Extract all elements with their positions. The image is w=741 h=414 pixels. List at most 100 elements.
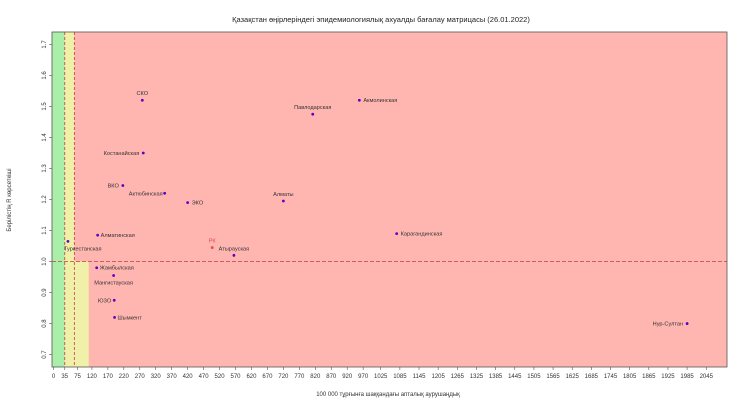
data-point [96, 233, 100, 237]
x-tick-label: 1445 [508, 374, 522, 380]
point-label: Жамбылская [100, 266, 134, 272]
point-label: Алматинская [101, 233, 135, 239]
x-tick-label: 35 [61, 374, 68, 380]
point-label: Нур-Султан [653, 322, 683, 328]
zone-yellow-lower [74, 261, 89, 367]
point-label: Мангистауская [94, 280, 133, 286]
data-point [163, 191, 167, 195]
data-point [141, 151, 145, 155]
x-axis-label: 100 000 тұрғынға шаққандағы апталық ауру… [316, 392, 460, 398]
x-tick-label: 820 [310, 374, 321, 380]
x-tick-label: 720 [278, 374, 289, 380]
chart-title: Қазақстан өңірлеріндегі эпидемиологиялық… [232, 15, 530, 24]
x-tick-label: 1145 [413, 374, 427, 380]
x-tick-label: 270 [135, 374, 146, 380]
x-tick-label: 870 [326, 374, 337, 380]
data-point [357, 98, 361, 102]
x-tick-label: 1745 [604, 374, 618, 380]
y-tick-label: 1.6 [42, 71, 48, 80]
data-point [112, 298, 116, 302]
point-label: Атырауская [219, 246, 250, 252]
point-label: Карагандинская [401, 232, 443, 238]
zone-0 [52, 32, 65, 367]
point-label: Туркестанская [64, 246, 102, 252]
data-point [186, 201, 190, 205]
x-tick-label: 170 [103, 374, 114, 380]
point-label: Шымкент [118, 315, 143, 321]
threshold-lines [52, 32, 727, 367]
x-axis: 0 35 75 120 170 220 270 320 370 420 470 520 570 620 67… [52, 367, 714, 380]
x-tick-label: 1085 [393, 374, 407, 380]
data-point [311, 112, 315, 116]
point-label: ЭКО [192, 201, 204, 207]
point-label: СКО [137, 91, 149, 97]
zone-1 [64, 32, 75, 367]
x-tick-label: 1565 [546, 374, 560, 380]
point-label: Костанайская [104, 150, 140, 157]
x-tick-label: 920 [342, 374, 353, 380]
data-point [112, 274, 115, 277]
data-point [66, 239, 70, 243]
zone-2 [74, 32, 727, 367]
x-tick-label: 1625 [566, 374, 580, 380]
point-label: Акмолинская [363, 98, 397, 104]
point-label: ВКО [108, 184, 120, 190]
x-tick-label: 0 [52, 374, 56, 380]
x-tick-label: 1805 [623, 374, 637, 380]
point-label: РК [209, 239, 217, 245]
x-tick-label: 2045 [700, 374, 714, 380]
x-tick-label: 120 [87, 374, 98, 380]
y-tick-label: 1.2 [42, 195, 48, 204]
data-point [121, 184, 125, 187]
y-tick-label: 1.1 [42, 226, 48, 235]
data-point [395, 232, 399, 236]
x-tick-label: 770 [294, 374, 305, 380]
y-tick-label: 0.9 [42, 288, 48, 297]
point-label: Актюбинская [129, 191, 163, 197]
x-tick-label: 1925 [661, 374, 675, 380]
x-tick-label: 520 [215, 374, 226, 380]
x-tick-label: 220 [119, 374, 130, 380]
y-tick-label: 1.5 [42, 102, 48, 111]
x-tick-label: 370 [167, 374, 178, 380]
y-axis: 0.7 0.8 0.9 1.0 1.1 1.2 1.3 1.4 1.5 1.6 1.7 [42, 40, 52, 359]
x-tick-label: 1385 [489, 374, 503, 380]
data-point [232, 253, 236, 257]
data-point [95, 266, 99, 270]
x-tick-label: 1985 [680, 374, 694, 380]
x-tick-label: 1025 [374, 374, 388, 380]
x-tick-label: 75 [74, 374, 81, 380]
x-tick-label: 970 [358, 374, 369, 380]
x-tick-label: 1325 [470, 374, 484, 380]
point-label: ЮЗО [98, 298, 112, 304]
x-tick-label: 320 [151, 374, 162, 380]
x-tick-label: 1205 [431, 374, 445, 380]
x-tick-label: 420 [183, 374, 194, 380]
x-tick-label: 470 [199, 374, 210, 380]
data-point [140, 98, 144, 102]
x-tick-label: 1865 [642, 374, 656, 380]
x-tick-label: 620 [246, 374, 257, 380]
x-tick-label: 1265 [451, 374, 465, 380]
data-point [281, 199, 285, 203]
y-axis-label: Берілістің R көрсеткіші [7, 168, 13, 231]
y-tick-label: 1.0 [42, 257, 48, 266]
x-tick-label: 570 [231, 374, 242, 380]
x-tick-label: 670 [262, 374, 273, 380]
point-label: Алматы [273, 192, 293, 198]
y-tick-label: 1.3 [42, 164, 48, 173]
zones-layer [52, 32, 727, 367]
x-tick-label: 1505 [527, 374, 541, 380]
data-points: СКО Акмолинская Павлодарская Костанайская ВК… [64, 91, 689, 328]
data-point [113, 315, 116, 319]
point-label: Павлодарская [294, 105, 331, 111]
y-tick-label: 1.7 [42, 40, 48, 49]
x-tick-label: 1685 [585, 374, 599, 380]
y-tick-label: 0.7 [42, 350, 48, 359]
data-point [210, 246, 214, 249]
y-tick-label: 1.4 [42, 133, 48, 142]
y-tick-label: 0.8 [42, 319, 48, 328]
data-point [685, 322, 689, 325]
